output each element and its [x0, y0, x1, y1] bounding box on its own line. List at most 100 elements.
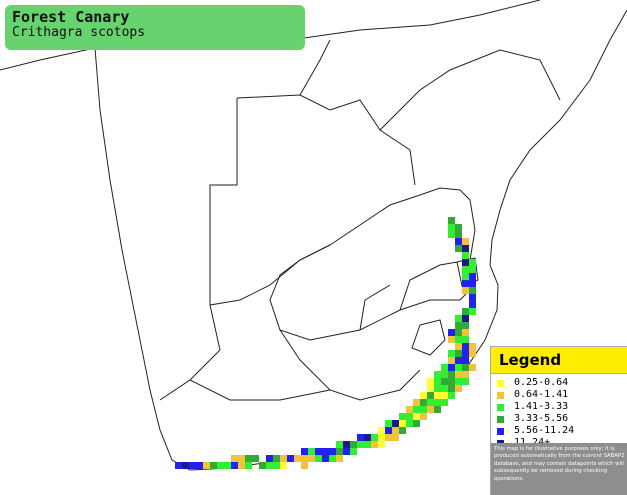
grid-cell	[434, 371, 441, 378]
grid-cell	[462, 259, 469, 266]
grid-cell	[448, 224, 455, 231]
grid-cell	[413, 399, 420, 406]
grid-cell	[217, 462, 224, 469]
grid-cell	[427, 392, 434, 399]
grid-cell	[455, 364, 462, 371]
grid-cell	[336, 448, 343, 455]
grid-cell	[413, 420, 420, 427]
grid-cell	[245, 462, 252, 469]
disclaimer: This map is for illustrative purposes on…	[491, 443, 627, 495]
grid-cell	[462, 378, 469, 385]
grid-cell	[378, 434, 385, 441]
grid-cell	[455, 231, 462, 238]
grid-cell	[210, 462, 217, 469]
grid-cell	[448, 217, 455, 224]
grid-cell	[182, 462, 189, 469]
grid-cell	[175, 462, 182, 469]
grid-cell	[350, 448, 357, 455]
grid-cell	[462, 280, 469, 287]
title-box: Forest Canary Crithagra scotops	[5, 5, 305, 50]
grid-cell	[196, 462, 203, 469]
grid-cell	[238, 462, 245, 469]
grid-cell	[434, 399, 441, 406]
grid-cell	[462, 329, 469, 336]
grid-cell	[455, 385, 462, 392]
grid-cell	[315, 448, 322, 455]
grid-cell	[441, 385, 448, 392]
grid-cell	[343, 448, 350, 455]
grid-cell	[392, 420, 399, 427]
grid-cell	[455, 329, 462, 336]
grid-cell	[357, 434, 364, 441]
legend-label: 5.56-11.24	[514, 425, 575, 436]
grid-cell	[462, 322, 469, 329]
grid-cell	[266, 462, 273, 469]
grid-cell	[343, 441, 350, 448]
grid-cell	[455, 357, 462, 364]
grid-cell	[329, 455, 336, 462]
grid-cell	[280, 455, 287, 462]
grid-cell	[455, 378, 462, 385]
grid-cell	[231, 462, 238, 469]
legend-entry: 1.41-3.33	[491, 401, 627, 413]
grid-cell	[434, 392, 441, 399]
grid-cell	[462, 252, 469, 259]
grid-cell	[322, 455, 329, 462]
legend-entry: 3.33-5.56	[491, 413, 627, 425]
grid-cell	[287, 455, 294, 462]
grid-cell	[455, 245, 462, 252]
grid-cell	[441, 392, 448, 399]
grid-cell	[441, 378, 448, 385]
grid-cell	[448, 364, 455, 371]
grid-cell	[189, 462, 196, 469]
grid-cell	[462, 266, 469, 273]
grid-cell	[455, 315, 462, 322]
grid-cell	[245, 455, 252, 462]
grid-cell	[427, 406, 434, 413]
grid-cell	[448, 378, 455, 385]
grid-cell	[378, 427, 385, 434]
legend-entry: 5.56-11.24	[491, 425, 627, 437]
grid-cell	[448, 350, 455, 357]
grid-cell	[469, 364, 476, 371]
grid-cell	[406, 406, 413, 413]
grid-cell	[462, 273, 469, 280]
borders	[0, 0, 627, 471]
grid-cell	[469, 273, 476, 280]
grid-cell	[427, 385, 434, 392]
grid-cell	[336, 455, 343, 462]
grid-cell	[455, 238, 462, 245]
grid-cell	[378, 441, 385, 448]
grid-cell	[427, 378, 434, 385]
subtitle: Crithagra scotops	[12, 25, 146, 40]
grid-cell	[392, 427, 399, 434]
grid-cell	[462, 238, 469, 245]
grid-cell	[259, 462, 266, 469]
grid-cell	[455, 371, 462, 378]
grid-cell	[462, 364, 469, 371]
grid-cell	[273, 462, 280, 469]
grid-cell	[399, 420, 406, 427]
legend-entry: 0.25-0.64	[491, 377, 627, 389]
grid-cell	[350, 441, 357, 448]
grid-cell	[399, 413, 406, 420]
grid-cell	[455, 322, 462, 329]
grid-cell	[455, 224, 462, 231]
grid-cell	[399, 427, 406, 434]
grid-cell	[469, 301, 476, 308]
grid-cell	[252, 455, 259, 462]
grid-cell	[434, 385, 441, 392]
grid-cell	[364, 434, 371, 441]
grid-cell	[448, 231, 455, 238]
grid-cell	[434, 406, 441, 413]
legend-label: 0.64-1.41	[514, 389, 569, 400]
legend-title: Legend	[491, 347, 627, 374]
grid-cell	[413, 406, 420, 413]
legend-entry: 0.64-1.41	[491, 389, 627, 401]
grid-cell	[462, 336, 469, 343]
legend-label: 0.25-0.64	[514, 377, 569, 388]
grid-cell	[462, 343, 469, 350]
grid-cell	[448, 336, 455, 343]
